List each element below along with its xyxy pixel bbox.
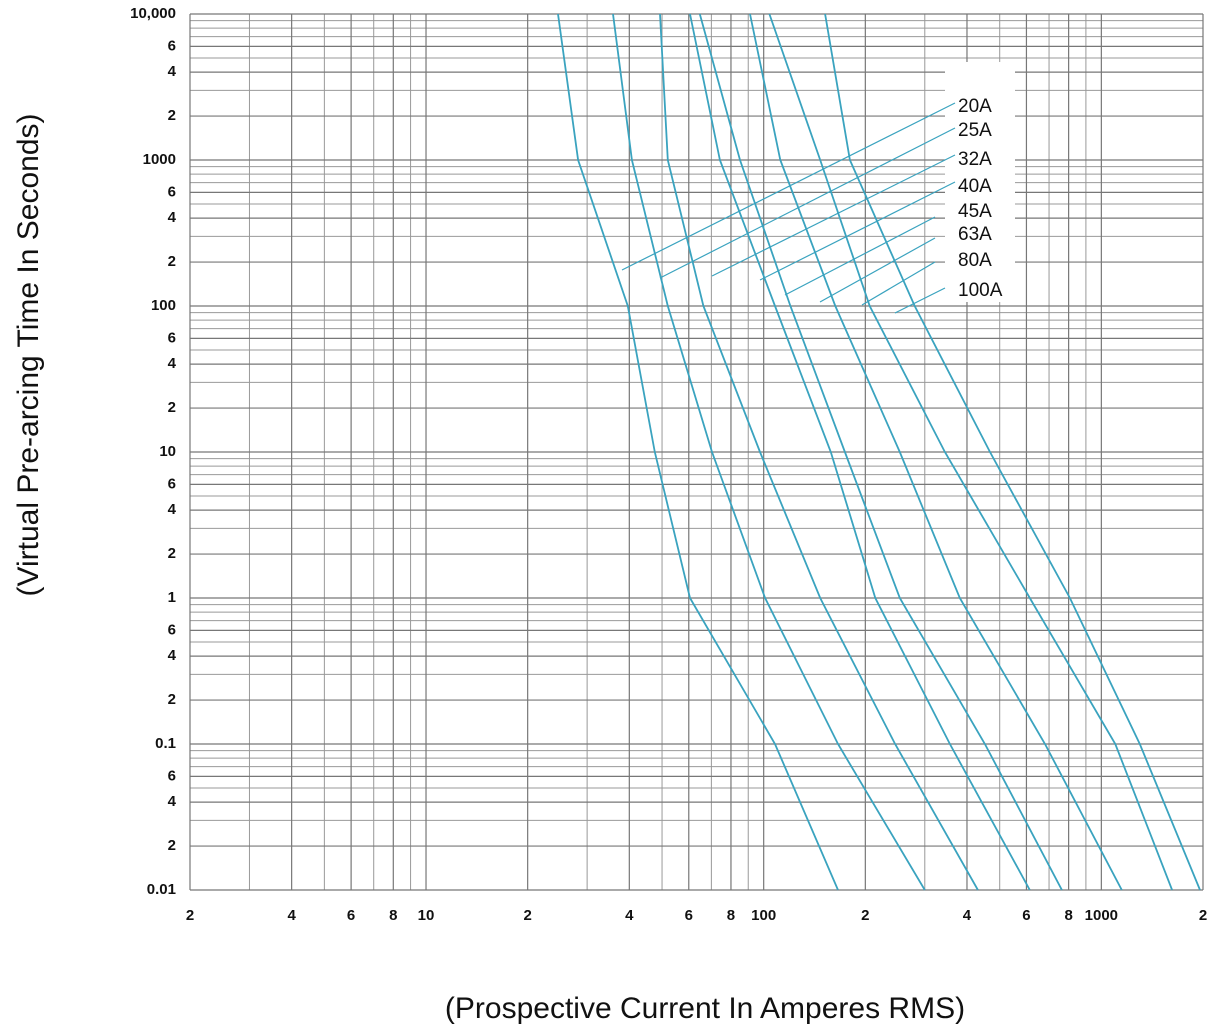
y-tick-label: 2 bbox=[168, 837, 176, 854]
y-tick-label: 1000 bbox=[143, 151, 176, 168]
y-tick-label: 6 bbox=[168, 183, 176, 200]
fuse-curve bbox=[557, 13, 839, 891]
y-tick-label: 2 bbox=[168, 399, 176, 416]
leader-line bbox=[819, 237, 936, 303]
leader-line bbox=[759, 181, 956, 281]
legend-label: 45A bbox=[958, 201, 992, 222]
x-tick-label: 2 bbox=[186, 907, 194, 924]
leader-line bbox=[621, 102, 956, 271]
legend-label: 20A bbox=[958, 96, 992, 117]
y-tick-label: 4 bbox=[168, 647, 177, 664]
leader-lines bbox=[621, 102, 956, 314]
x-tick-label: 2 bbox=[861, 907, 869, 924]
y-tick-label: 2 bbox=[168, 545, 176, 562]
fuse-curve bbox=[612, 13, 926, 891]
x-tick-label: 6 bbox=[347, 907, 355, 924]
x-axis-title: (Prospective Current In Amperes RMS) bbox=[445, 992, 965, 1025]
y-tick-label: 6 bbox=[168, 621, 176, 638]
y-tick-label: 6 bbox=[168, 37, 176, 54]
y-tick-label: 4 bbox=[168, 501, 177, 518]
x-tick-label: 8 bbox=[389, 907, 397, 924]
legend-label: 80A bbox=[958, 250, 992, 271]
x-tick-label: 1000 bbox=[1085, 907, 1118, 924]
grid bbox=[189, 13, 1204, 891]
legend-label: 100A bbox=[958, 280, 1003, 301]
x-tick-label: 6 bbox=[1022, 907, 1030, 924]
x-tick-label: 4 bbox=[963, 907, 972, 924]
y-tick-label: 2 bbox=[168, 691, 176, 708]
legend-background bbox=[945, 62, 1015, 302]
y-tick-label: 0.01 bbox=[147, 881, 176, 898]
y-tick-label: 4 bbox=[168, 355, 177, 372]
y-tick-label: 6 bbox=[168, 329, 176, 346]
y-tick-label: 0.1 bbox=[155, 735, 176, 752]
fuse-curve bbox=[698, 13, 1063, 891]
fuse-curve bbox=[749, 13, 1123, 891]
x-tick-label: 10 bbox=[418, 907, 435, 924]
y-tick-label: 2 bbox=[168, 107, 176, 124]
y-tick-label: 6 bbox=[168, 767, 176, 784]
y-tick-label: 6 bbox=[168, 475, 176, 492]
y-tick-label: 2 bbox=[168, 253, 176, 270]
y-axis-title: (Virtual Pre-arcing Time In Seconds) bbox=[12, 114, 45, 597]
y-tick-label: 10 bbox=[159, 443, 176, 460]
y-tick-label: 100 bbox=[151, 297, 176, 314]
fuse-curve bbox=[659, 13, 979, 891]
y-tick-label: 4 bbox=[168, 209, 177, 226]
x-tick-label: 6 bbox=[685, 907, 693, 924]
x-tick-label: 100 bbox=[751, 907, 776, 924]
leader-line bbox=[659, 127, 956, 279]
leader-line bbox=[861, 261, 936, 306]
legend-label: 40A bbox=[958, 176, 992, 197]
x-tick-label: 4 bbox=[287, 907, 296, 924]
x-tick-label: 8 bbox=[1064, 907, 1072, 924]
legend-label: 32A bbox=[958, 149, 992, 170]
legend-label: 63A bbox=[958, 224, 992, 245]
x-tick-label: 2 bbox=[523, 907, 531, 924]
fuse-curve bbox=[768, 13, 1173, 891]
leader-line bbox=[711, 154, 956, 277]
leader-line bbox=[784, 216, 936, 296]
y-tick-label: 10,000 bbox=[130, 5, 176, 22]
y-tick-label: 1 bbox=[168, 589, 176, 606]
legend-label: 25A bbox=[958, 120, 992, 141]
x-tick-label: 2 bbox=[1199, 907, 1207, 924]
x-tick-label: 4 bbox=[625, 907, 634, 924]
fuse-curve bbox=[824, 13, 1201, 891]
fuse-curve bbox=[689, 13, 1031, 891]
curves bbox=[557, 13, 1201, 891]
leader-line bbox=[894, 287, 946, 314]
y-tick-label: 4 bbox=[168, 793, 177, 810]
x-tick-label: 8 bbox=[727, 907, 735, 924]
y-tick-label: 4 bbox=[168, 63, 177, 80]
